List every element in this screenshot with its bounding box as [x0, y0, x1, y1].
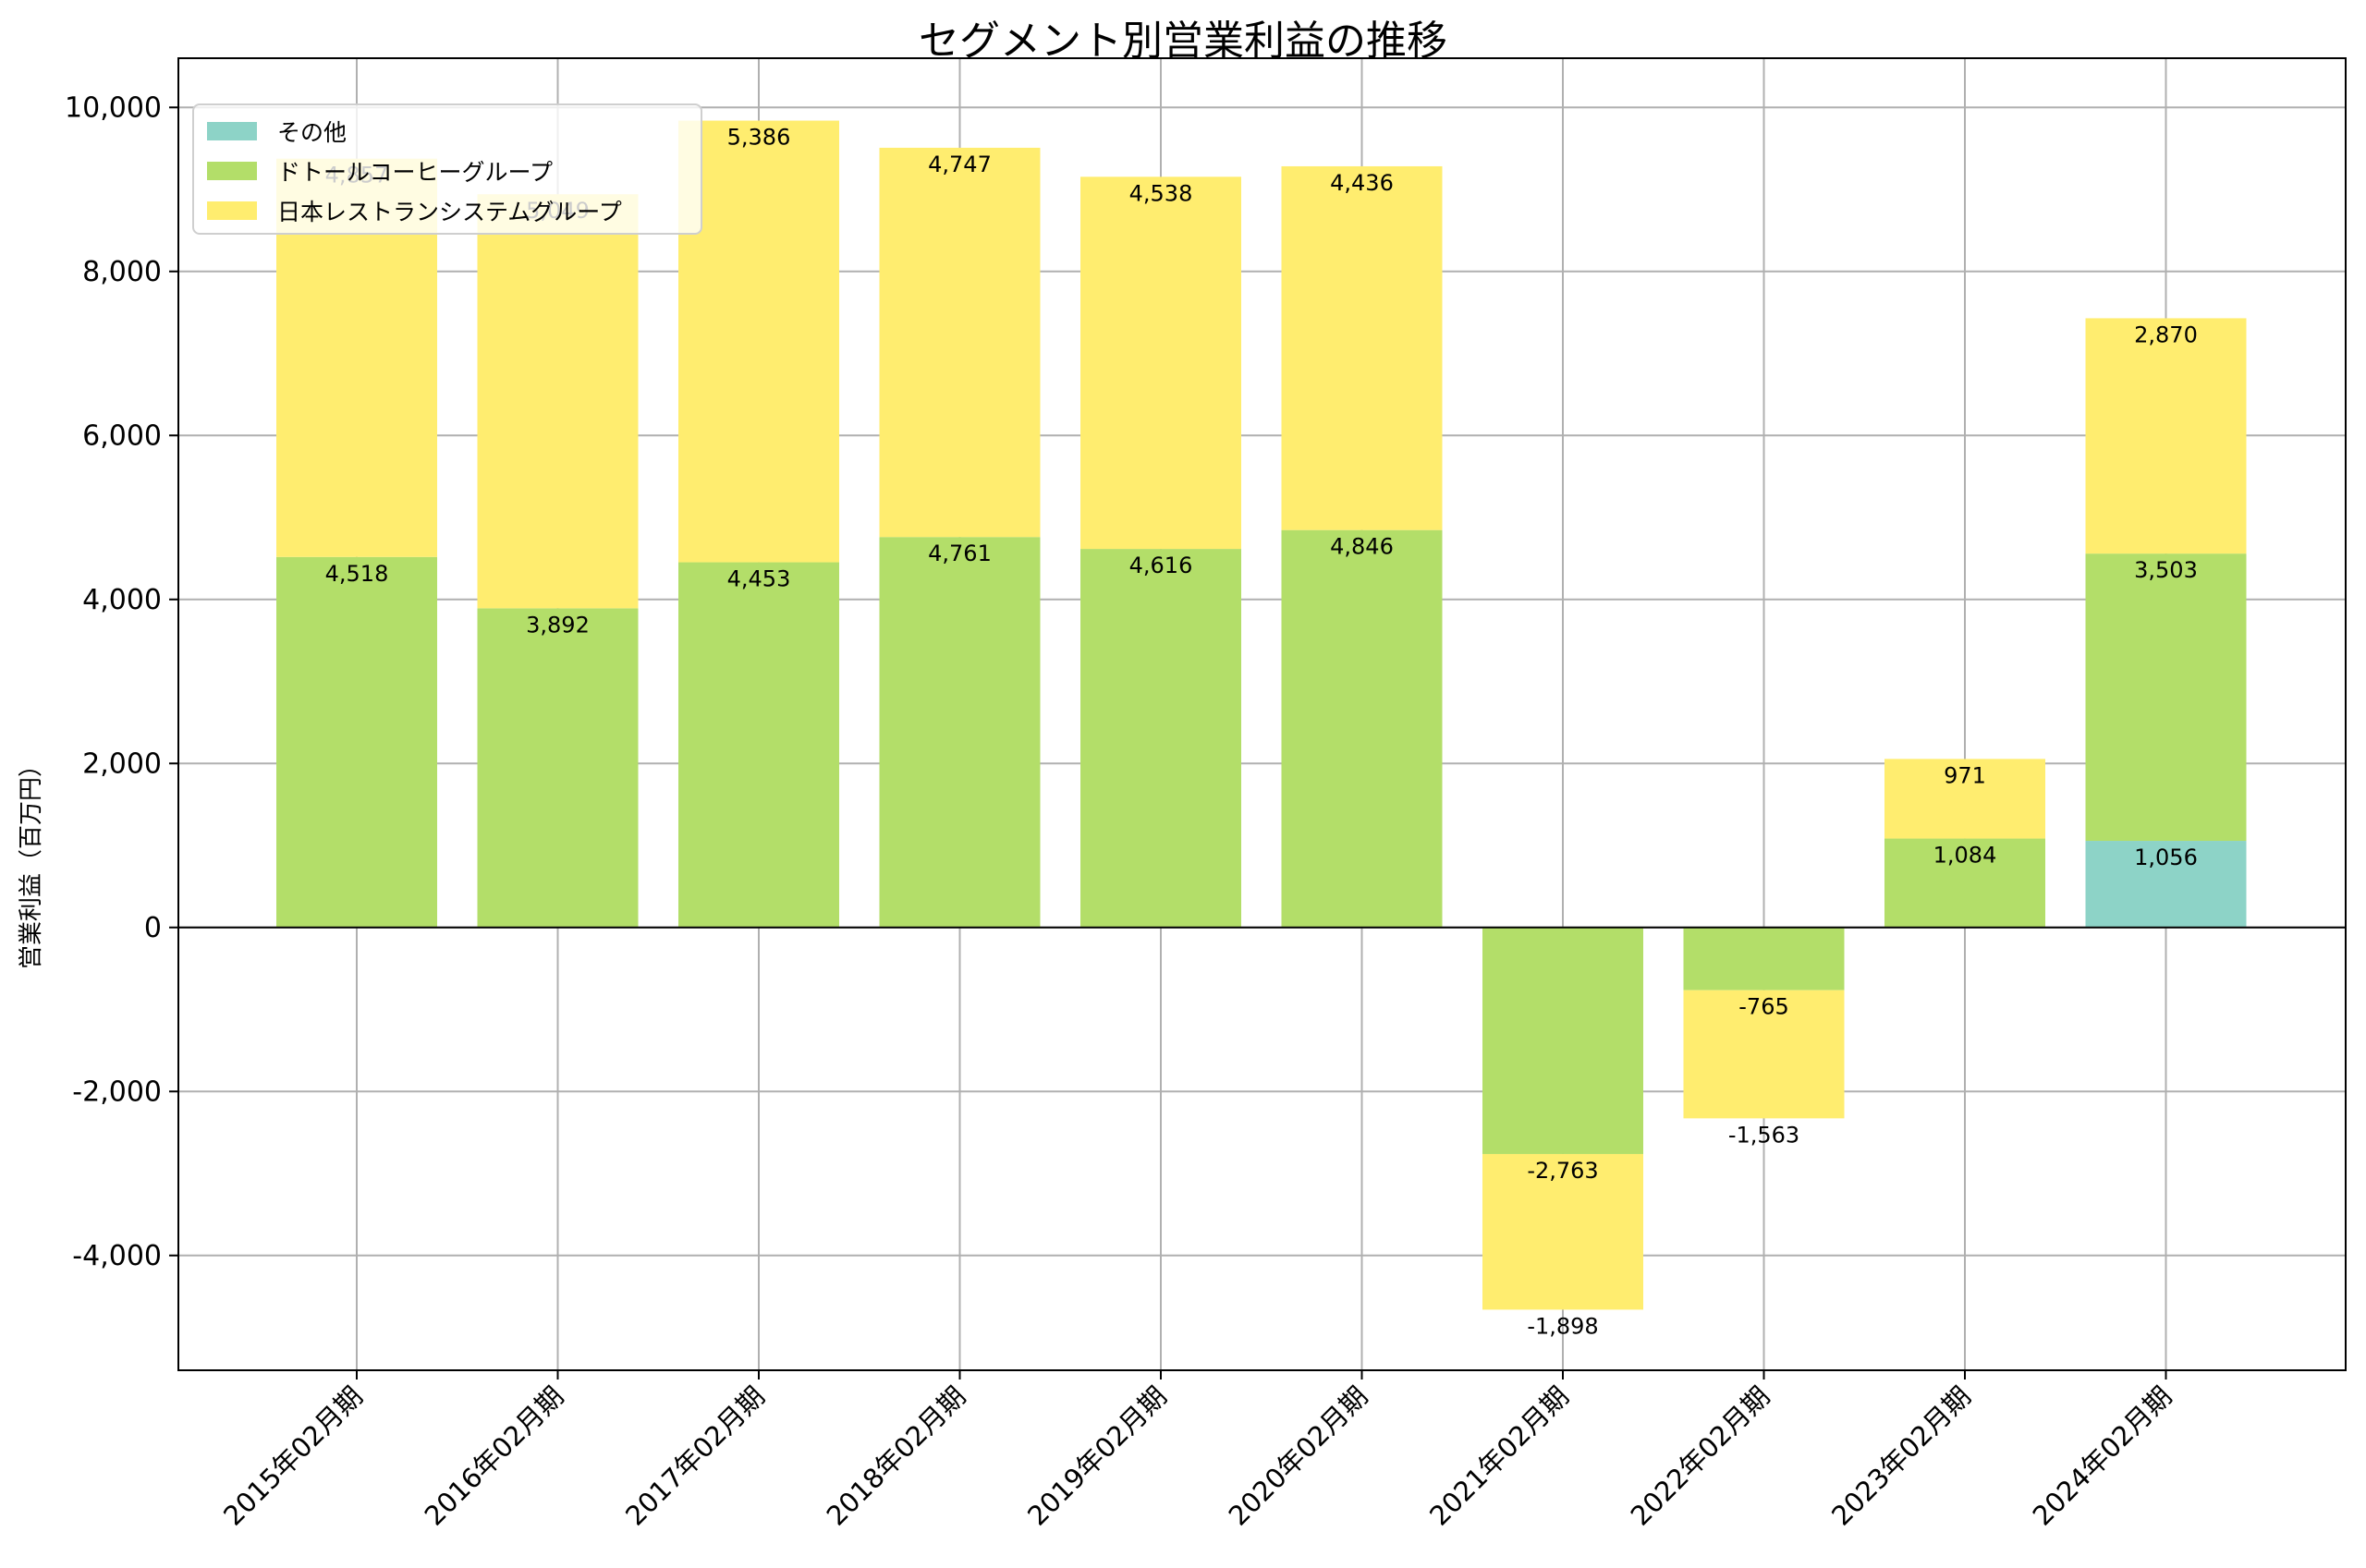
data-label: 4,747	[928, 152, 992, 177]
bar-segment	[1884, 759, 2045, 839]
x-tick-label: 2015年02月期	[217, 1380, 369, 1532]
data-label: -2,763	[1527, 1158, 1598, 1184]
data-label: 4,761	[928, 541, 992, 566]
y-tick-label: 4,000	[82, 584, 162, 616]
bar-segment	[1482, 1153, 1643, 1310]
y-tick-label: -2,000	[72, 1076, 162, 1108]
legend-swatch-nrs	[207, 201, 257, 220]
x-tick-label: 2020年02月期	[1223, 1380, 1374, 1532]
legend-item-doutor: ドトールコーヒーグループ	[207, 151, 688, 190]
legend-item-other: その他	[207, 111, 688, 151]
legend-swatch-other	[207, 121, 257, 140]
data-label: -1,563	[1728, 1122, 1799, 1148]
legend: その他 ドトールコーヒーグループ 日本レストランシステムグループ	[192, 103, 702, 235]
bar-segment	[1884, 838, 2045, 928]
bar-segment	[1683, 990, 1845, 1119]
x-tick-label: 2016年02月期	[419, 1380, 570, 1532]
bar-segment	[276, 556, 437, 928]
x-tick-label: 2019年02月期	[1021, 1380, 1173, 1532]
y-tick-label: 8,000	[82, 256, 162, 288]
x-tick-label: 2021年02月期	[1423, 1380, 1575, 1532]
data-label: 5,386	[727, 125, 791, 151]
data-label: -765	[1738, 994, 1788, 1020]
plot-frame	[177, 57, 2347, 1371]
chart-title: セグメント別営業利益の推移	[919, 18, 1447, 65]
bar-segment	[1080, 176, 1241, 550]
y-tick-label: 2,000	[82, 748, 162, 780]
bar-segment	[1080, 549, 1241, 928]
x-tick-label: 2023年02月期	[1825, 1380, 1977, 1532]
bar-segment	[2085, 553, 2247, 842]
bar-segment	[879, 537, 1041, 928]
bar-segment	[477, 194, 639, 609]
data-label: 3,892	[526, 612, 590, 638]
bars-layer	[276, 120, 2247, 1310]
legend-label-other: その他	[277, 118, 348, 146]
data-label: 1,056	[2134, 845, 2198, 870]
data-label: 1,084	[1933, 843, 1997, 869]
bar-segment	[1482, 927, 1643, 1154]
data-label: -1,898	[1527, 1313, 1598, 1339]
y-tick-label: -4,000	[72, 1240, 162, 1272]
bar-segment	[678, 120, 839, 563]
data-label: 4,436	[1330, 170, 1394, 196]
data-label: 4,846	[1330, 534, 1394, 560]
data-label: 4,518	[325, 561, 389, 587]
data-label: 971	[1944, 762, 1986, 788]
bar-segment	[2085, 318, 2247, 554]
legend-label-doutor: ドトールコーヒーグループ	[277, 158, 554, 186]
y-axis-label: 営業利益（百万円）	[18, 753, 45, 969]
x-tick-label: 2024年02月期	[2027, 1380, 2178, 1532]
bar-segment	[2085, 841, 2247, 928]
bar-segment	[477, 608, 639, 928]
data-label: 3,503	[2134, 557, 2198, 583]
x-tick-label: 2022年02月期	[1625, 1380, 1776, 1532]
y-tick-label: 10,000	[65, 91, 162, 124]
data-label: 4,616	[1129, 553, 1193, 578]
x-tick-label: 2017年02月期	[619, 1380, 771, 1532]
bar-segment	[1281, 529, 1443, 928]
x-tick-label: 2018年02月期	[821, 1380, 972, 1532]
legend-item-nrs: 日本レストランシステムグループ	[207, 190, 688, 230]
legend-label-nrs: 日本レストランシステムグループ	[277, 198, 622, 225]
y-tick-label: 6,000	[82, 419, 162, 452]
data-label: 2,870	[2134, 322, 2198, 347]
data-label: 4,538	[1129, 180, 1193, 206]
bar-segment	[879, 147, 1041, 538]
data-label: 4,453	[727, 566, 791, 592]
bar-segment	[1281, 165, 1443, 530]
legend-swatch-doutor	[207, 161, 257, 180]
bar-segment	[678, 562, 839, 928]
y-tick-label: 0	[144, 912, 162, 944]
bar-segment	[1683, 927, 1845, 991]
